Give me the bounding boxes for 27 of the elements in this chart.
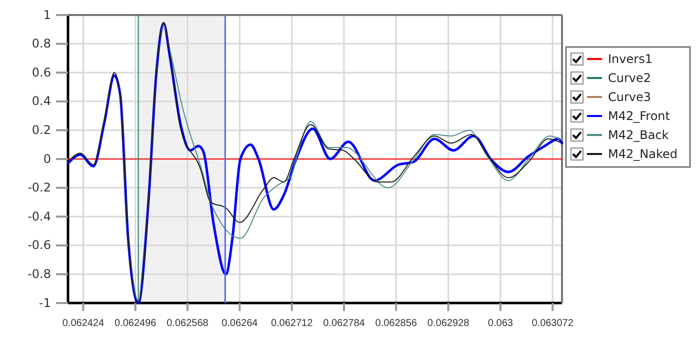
- y-tick-label: 1: [43, 8, 51, 22]
- x-tick-label: 0.062856: [375, 318, 418, 329]
- x-tick-label: 0.062928: [427, 318, 470, 329]
- legend-label: M42_Back: [608, 128, 669, 142]
- y-tick-label: -0.6: [28, 238, 51, 252]
- x-tick-label: 0.063: [488, 318, 514, 329]
- x-tick-label: 0.063072: [532, 318, 574, 329]
- legend-label: M42_Naked: [608, 147, 678, 161]
- y-tick-label: -0.2: [28, 180, 51, 195]
- x-tick-label: 0.062568: [166, 318, 209, 329]
- x-tick-label: 0.06264: [222, 318, 258, 329]
- x-tick-label: 0.062784: [323, 318, 366, 329]
- legend-label: Curve2: [608, 71, 652, 85]
- y-tick-label: 0.4: [32, 94, 51, 108]
- y-tick-label: -0.8: [28, 267, 51, 282]
- y-tick-label: 0.6: [32, 65, 51, 80]
- y-tick-label: 0.8: [32, 36, 51, 51]
- x-tick-label: 0.062424: [62, 318, 104, 329]
- legend-label: Curve3: [608, 90, 652, 104]
- x-tick-label: 0.062712: [270, 318, 314, 329]
- x-tick-label: 0.062496: [114, 318, 157, 329]
- y-tick-label: 0: [43, 152, 51, 166]
- y-tick-label: -1: [39, 296, 51, 310]
- legend-label: Invers1: [608, 52, 652, 66]
- y-tick-label: 0.2: [32, 123, 51, 138]
- y-tick-label: -0.4: [28, 209, 51, 224]
- legend-label: M42_Front: [608, 109, 670, 123]
